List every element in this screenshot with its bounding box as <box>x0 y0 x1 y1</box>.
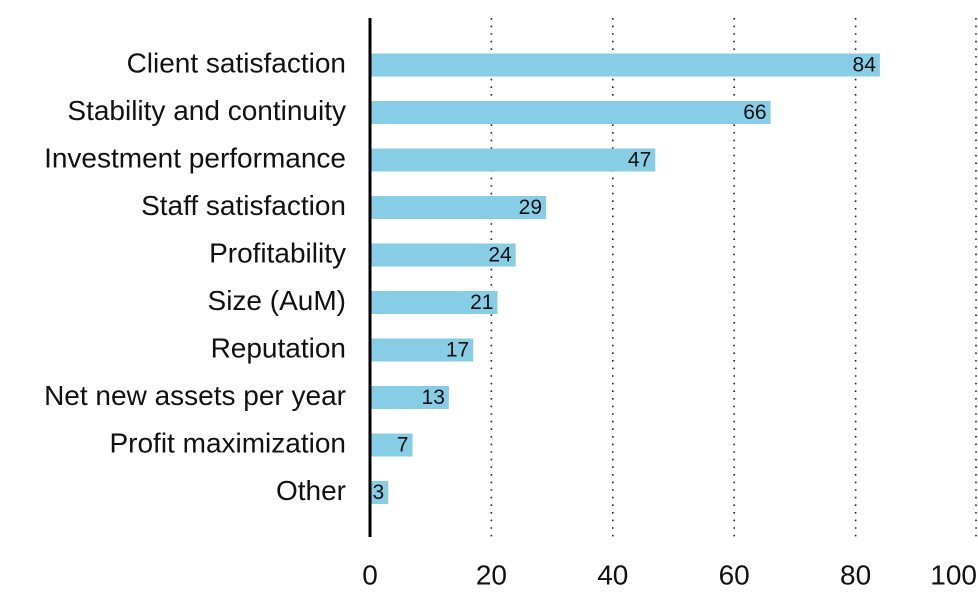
data-label-profit-maximization: 7 <box>397 434 409 457</box>
data-label-client-satisfaction: 84 <box>853 54 877 77</box>
category-label-net-new-assets-per-year: Net new assets per year <box>44 380 346 411</box>
category-label-other: Other <box>276 475 346 506</box>
category-label-reputation: Reputation <box>211 332 346 363</box>
bar-net-new-assets-per-year <box>370 386 449 409</box>
x-tick-label-20: 20 <box>476 559 507 590</box>
bar-profitability <box>370 243 516 267</box>
data-label-size-aum: 21 <box>470 291 493 314</box>
category-label-profitability: Profitability <box>209 237 346 268</box>
x-tick-labels: 0 20 40 60 80 100 <box>362 559 977 590</box>
bar-stability-and-continuity <box>370 101 771 124</box>
x-tick-label-80: 80 <box>840 559 871 590</box>
x-tick-label-100: 100 <box>930 559 977 590</box>
bar-profit-maximization <box>370 433 413 457</box>
data-label-other: 3 <box>373 481 385 504</box>
bar-other <box>370 481 389 504</box>
data-label-staff-satisfaction: 29 <box>519 196 542 219</box>
x-tick-label-60: 60 <box>719 559 750 590</box>
bar-size-aum <box>370 291 498 314</box>
category-label-stability-and-continuity: Stability and continuity <box>67 95 346 126</box>
category-labels: Client satisfaction Stability and continu… <box>44 47 346 506</box>
category-label-profit-maximization: Profit maximization <box>109 427 346 458</box>
category-label-investment-performance: Investment performance <box>44 142 346 173</box>
data-label-net-new-assets-per-year: 13 <box>422 386 445 409</box>
bar-staff-satisfaction <box>370 196 547 219</box>
x-tick-label-0: 0 <box>362 559 378 590</box>
data-label-profitability: 24 <box>488 244 512 267</box>
data-label-investment-performance: 47 <box>628 149 651 172</box>
category-label-staff-satisfaction: Staff satisfaction <box>141 190 346 221</box>
data-label-stability-and-continuity: 66 <box>743 101 766 124</box>
bar-reputation <box>370 338 474 362</box>
data-labels: 84 66 47 29 24 21 17 13 7 3 <box>373 54 877 505</box>
grid-lines <box>490 18 977 537</box>
data-label-reputation: 17 <box>446 339 469 362</box>
bars <box>370 53 880 504</box>
x-tick-label-40: 40 <box>597 559 628 590</box>
category-label-client-satisfaction: Client satisfaction <box>127 47 346 78</box>
bar-client-satisfaction <box>370 53 880 77</box>
bar-investment-performance <box>370 148 656 172</box>
category-label-size-aum: Size (AuM) <box>208 285 346 316</box>
